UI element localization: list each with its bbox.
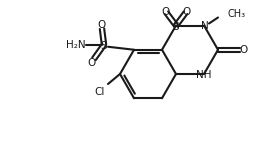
Text: NH: NH bbox=[196, 70, 212, 80]
Text: N: N bbox=[201, 20, 209, 30]
Text: O: O bbox=[182, 7, 191, 17]
Text: O: O bbox=[161, 7, 170, 17]
Text: O: O bbox=[88, 58, 96, 68]
Text: O: O bbox=[240, 45, 248, 55]
Text: CH₃: CH₃ bbox=[228, 8, 246, 18]
Text: S: S bbox=[101, 41, 107, 51]
Text: Cl: Cl bbox=[95, 87, 105, 97]
Text: H₂N: H₂N bbox=[66, 40, 86, 50]
Text: O: O bbox=[98, 20, 106, 30]
Text: S: S bbox=[173, 21, 179, 31]
